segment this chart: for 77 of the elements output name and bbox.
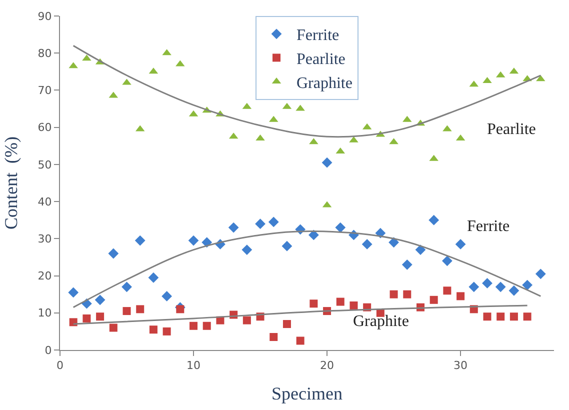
point (310, 300, 318, 308)
point (108, 248, 119, 259)
point (402, 259, 412, 270)
y-tick-label: 70 (38, 84, 52, 98)
point (390, 290, 398, 298)
point (362, 239, 372, 250)
x-tick-label: 30 (454, 359, 468, 372)
point (202, 322, 211, 330)
point (190, 322, 198, 330)
point (149, 326, 158, 334)
point (350, 301, 358, 310)
point (428, 214, 440, 226)
point (336, 298, 344, 306)
point (268, 216, 279, 228)
y-tick-label: 80 (38, 46, 52, 60)
x-tick-label: 0 (56, 359, 64, 372)
legend-label: Graphite (296, 74, 352, 92)
point (242, 244, 252, 255)
y-tick-label: 10 (38, 306, 52, 320)
point (162, 290, 172, 302)
point (403, 290, 412, 298)
y-tick-label: 30 (38, 232, 52, 246)
point (134, 235, 146, 246)
annotation: Ferrite (467, 218, 510, 235)
point (109, 324, 118, 332)
y-tick-label: 20 (38, 270, 52, 283)
y-axis-title: Content (%) (1, 136, 21, 230)
x-axis-title: Specimen (272, 383, 342, 404)
point (430, 296, 438, 304)
point (388, 237, 399, 248)
point (162, 327, 171, 336)
point (482, 278, 492, 288)
point (176, 305, 184, 314)
y-tick-label: 90 (38, 10, 52, 23)
point (456, 292, 465, 300)
point (69, 318, 78, 326)
point (282, 320, 291, 328)
point (96, 312, 104, 321)
point (296, 336, 304, 345)
point (468, 282, 480, 292)
point (443, 286, 452, 295)
point (496, 312, 505, 321)
y-tick-label: 40 (38, 195, 52, 208)
point (188, 235, 199, 246)
point (136, 305, 144, 314)
point (68, 287, 79, 298)
point (455, 239, 466, 250)
annotation: Pearlite (487, 121, 536, 138)
line-series (72, 230, 542, 308)
point (535, 268, 546, 280)
point (242, 316, 251, 324)
point (148, 272, 159, 283)
point (122, 282, 132, 292)
point (122, 307, 131, 316)
point (522, 280, 532, 290)
point (94, 294, 106, 306)
point (483, 312, 492, 321)
point (270, 333, 278, 342)
point (228, 222, 239, 233)
x-tick-label: 10 (186, 359, 201, 372)
y-tick-label: 0 (44, 344, 52, 357)
y-tick-label: 60 (38, 121, 52, 134)
x-tick-label: 20 (320, 359, 334, 372)
point (523, 312, 532, 321)
point (82, 314, 91, 322)
annotation: Graphite (353, 313, 409, 330)
point (508, 285, 520, 296)
point (442, 256, 452, 266)
point (335, 222, 346, 233)
point (322, 157, 332, 168)
legend-label: Ferrite (296, 27, 340, 44)
y-tick-label: 50 (38, 158, 52, 172)
point (510, 312, 518, 321)
legend-label: Pearlite (296, 50, 346, 68)
point (282, 240, 292, 252)
point (255, 218, 266, 230)
point (495, 282, 506, 292)
